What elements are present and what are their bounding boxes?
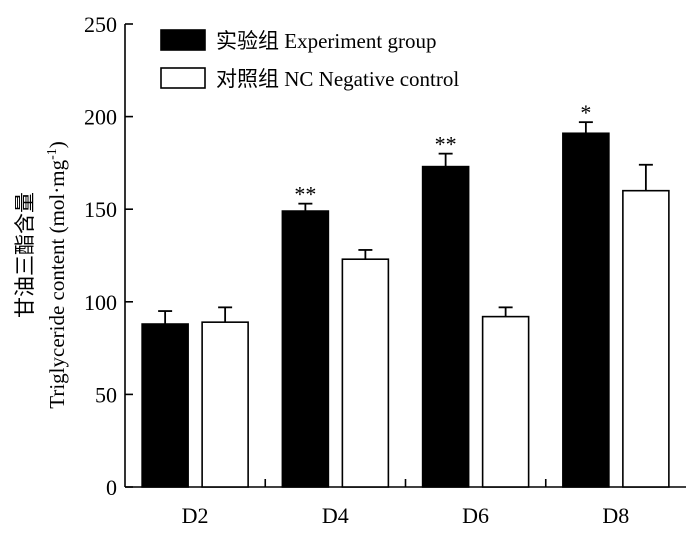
y-tick-label: 150	[84, 197, 117, 222]
y-tick-label: 100	[84, 290, 117, 315]
significance-mark: *	[580, 100, 591, 125]
legend-swatch	[160, 29, 206, 51]
bar-experiment-D6	[421, 165, 470, 488]
legend-swatch	[160, 67, 206, 89]
significance-mark: **	[294, 182, 316, 207]
significance-mark: **	[435, 132, 457, 157]
y-axis-label-superscript: -1	[45, 148, 60, 160]
bars: *****	[141, 100, 670, 488]
y-tick-label: 0	[106, 475, 117, 500]
x-tick-label: D6	[462, 503, 489, 528]
legend: 实验组 Experiment group 对照组 NC Negative cont…	[160, 29, 459, 91]
y-axis-label-cn: 甘油三酯含量	[13, 192, 37, 318]
y-tick-label: 200	[84, 105, 117, 130]
y-axis-label: 甘油三酯含量 Triglyceride content (mol·mg-1)	[13, 141, 69, 409]
y-axis-label-en-text: Triglyceride content (mol·mg	[45, 159, 69, 408]
bar-control-D8	[622, 189, 670, 488]
x-tick-label: D8	[602, 503, 629, 528]
y-axis-label-close: )	[45, 141, 69, 148]
y-tick-label: 50	[95, 382, 117, 407]
bar-control-D4	[341, 258, 390, 488]
legend-label: 实验组 Experiment group	[216, 29, 436, 53]
axes: 0 50 100 150 200 250 D2 D4 D6 D8	[84, 12, 686, 528]
y-axis-label-en: Triglyceride content (mol·mg-1)	[45, 141, 69, 409]
bar-experiment-D2	[141, 323, 189, 488]
x-tick-label: D4	[322, 503, 349, 528]
bar-experiment-D4	[281, 210, 330, 488]
bar-experiment-D8	[562, 132, 610, 488]
legend-label: 对照组 NC Negative control	[216, 67, 459, 91]
bar-control-D2	[201, 321, 249, 488]
bar-control-D6	[481, 315, 530, 488]
x-tick-label: D2	[182, 503, 209, 528]
y-tick-label: 250	[84, 12, 117, 37]
